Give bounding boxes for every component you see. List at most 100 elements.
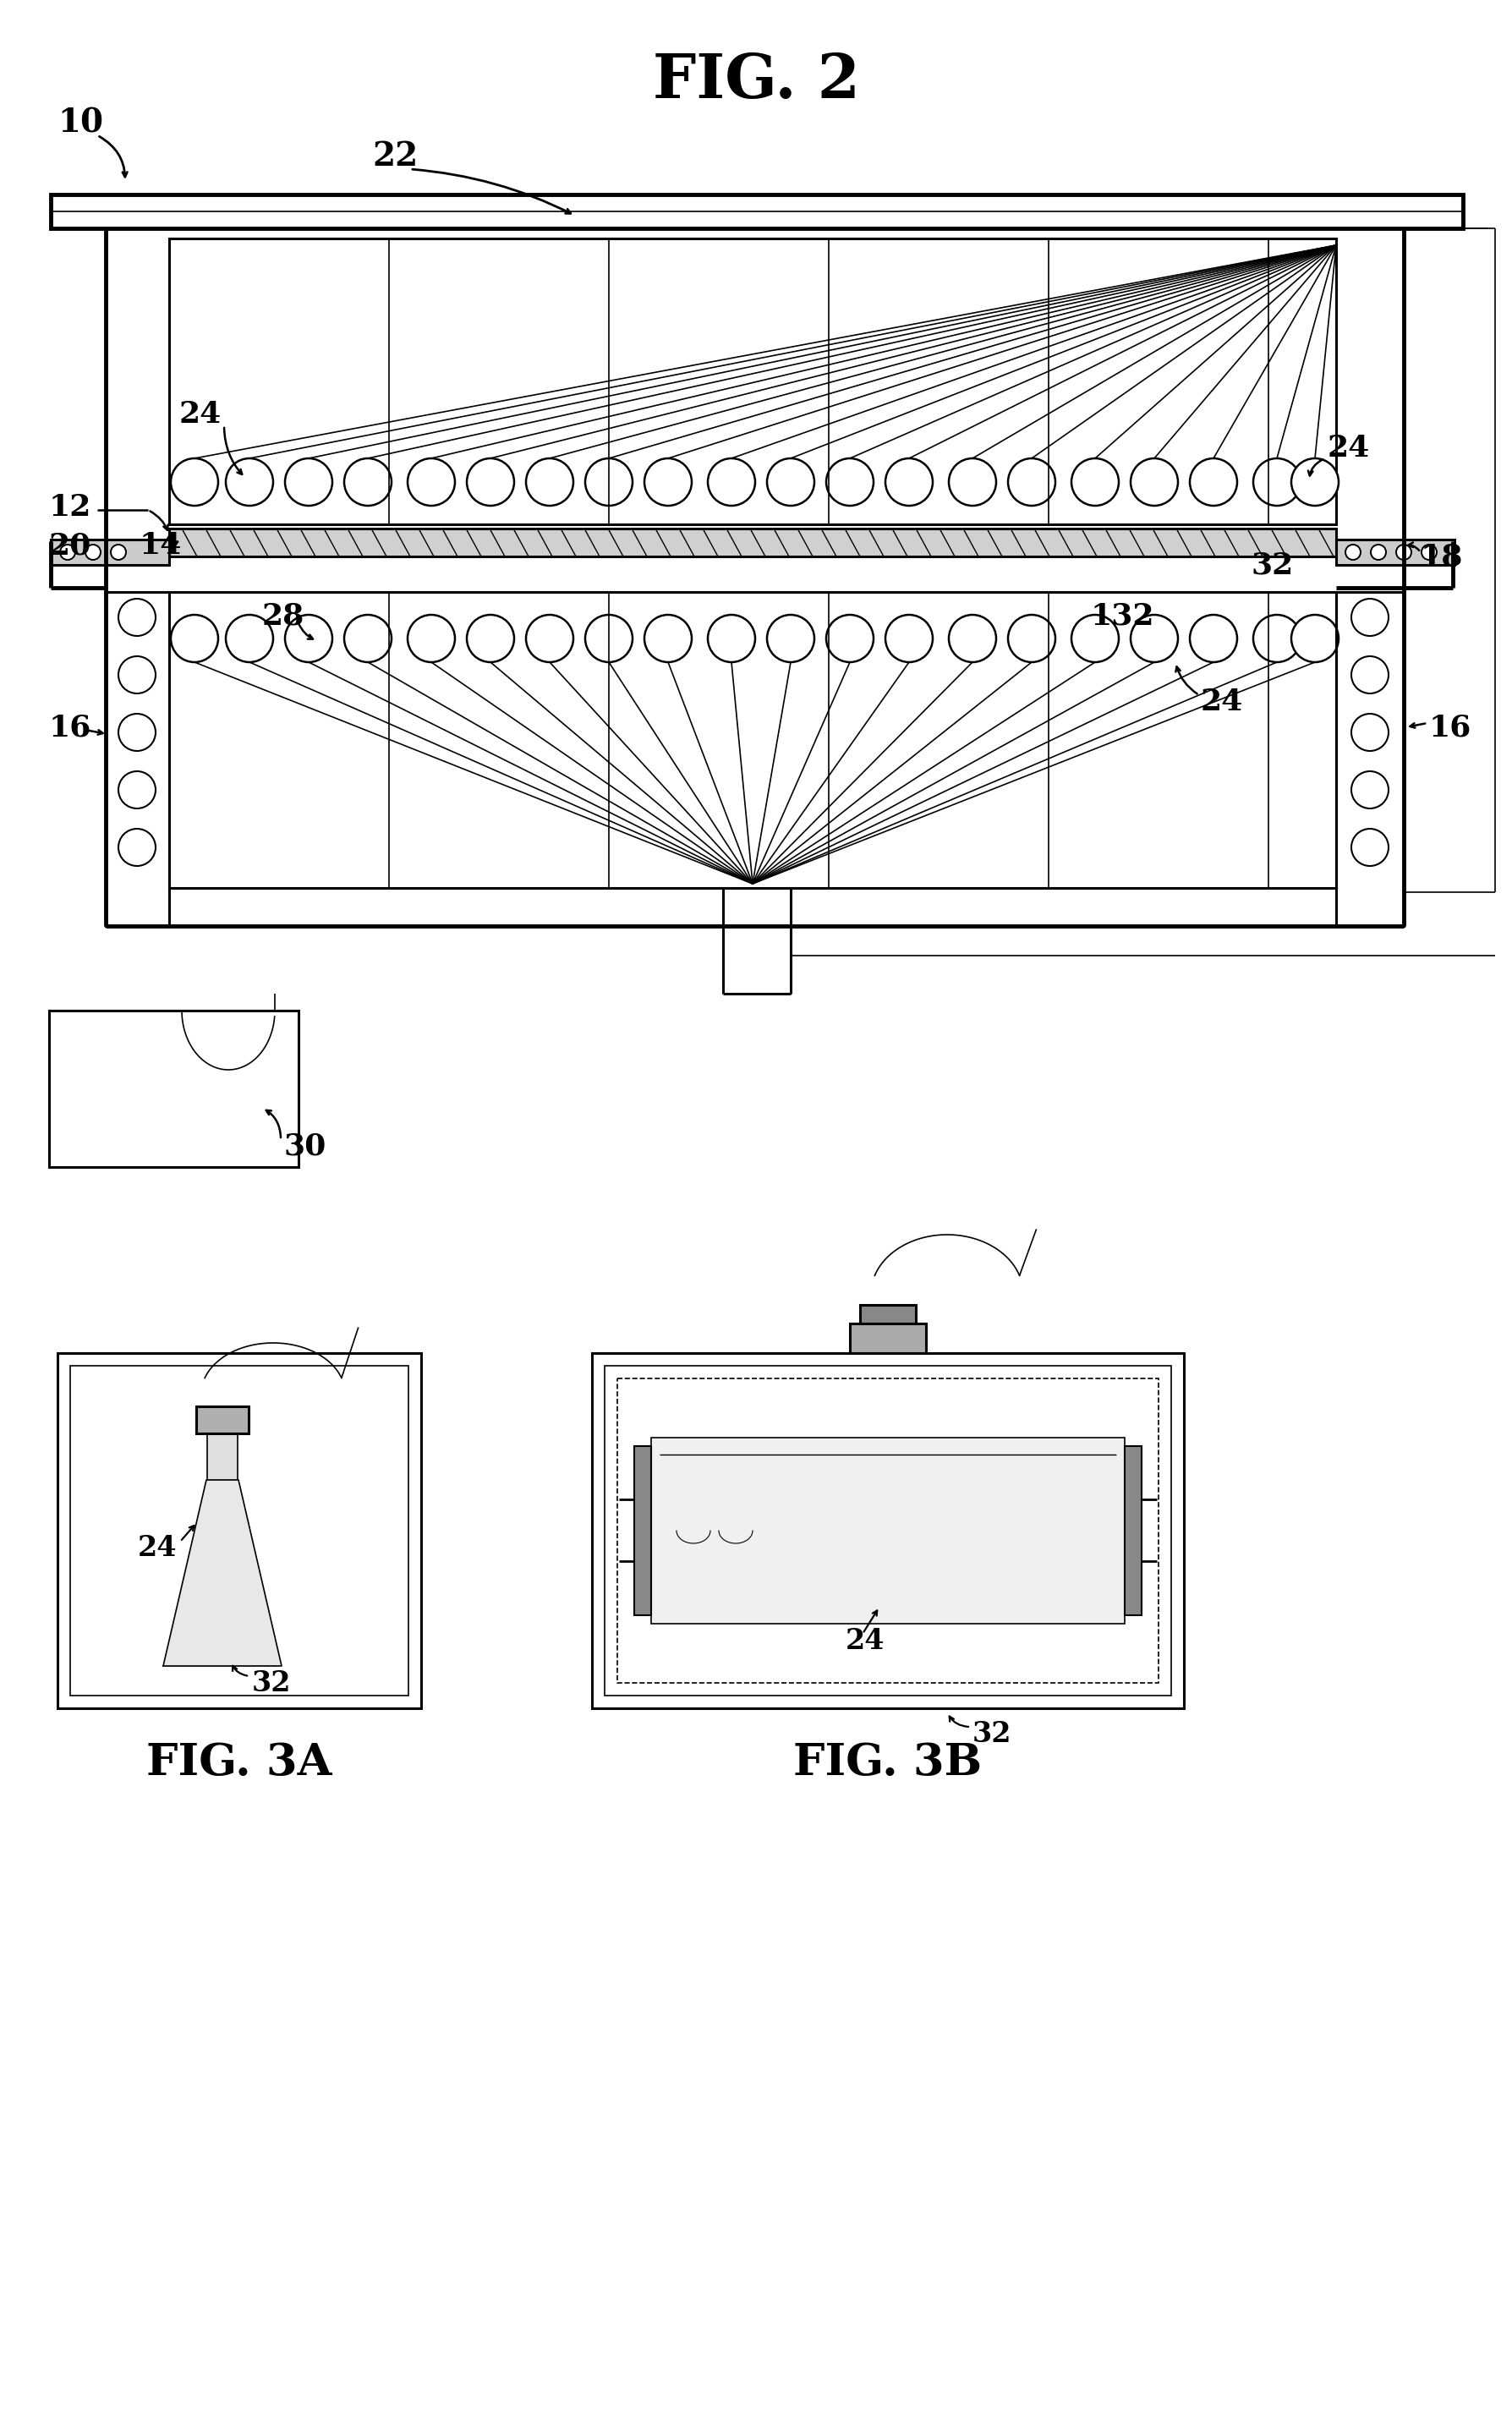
Circle shape [1190, 615, 1237, 663]
Text: 24: 24 [845, 1627, 885, 1654]
Bar [197, 1406, 248, 1435]
Text: 24: 24 [180, 400, 222, 429]
Circle shape [526, 458, 573, 506]
Circle shape [1352, 772, 1388, 808]
Text: 16: 16 [1429, 714, 1471, 743]
Circle shape [467, 615, 514, 663]
Text: 20: 20 [48, 530, 92, 559]
Circle shape [118, 714, 156, 750]
Circle shape [345, 615, 392, 663]
Circle shape [110, 545, 125, 559]
Text: 30: 30 [283, 1131, 327, 1160]
Circle shape [118, 656, 156, 694]
Text: 16: 16 [48, 714, 92, 743]
Circle shape [708, 458, 754, 506]
Text: FIG. 2: FIG. 2 [652, 51, 860, 111]
Text: 22: 22 [372, 140, 417, 174]
Circle shape [118, 772, 156, 808]
Circle shape [1009, 458, 1055, 506]
Circle shape [886, 458, 933, 506]
Bar [57, 1353, 422, 1709]
Circle shape [950, 458, 996, 506]
Text: 10: 10 [57, 106, 103, 140]
Circle shape [1352, 714, 1388, 750]
Bar [1125, 1447, 1142, 1615]
Circle shape [826, 615, 874, 663]
Circle shape [284, 458, 333, 506]
Circle shape [1291, 458, 1338, 506]
Bar [652, 1437, 1125, 1623]
Circle shape [225, 458, 274, 506]
Circle shape [886, 615, 933, 663]
Circle shape [826, 458, 874, 506]
Circle shape [526, 615, 573, 663]
Text: 18: 18 [1421, 542, 1464, 571]
Circle shape [644, 615, 691, 663]
Circle shape [85, 545, 101, 559]
Circle shape [118, 829, 156, 866]
Bar [48, 1010, 298, 1167]
Text: 32: 32 [1252, 550, 1294, 579]
Text: 132: 132 [1090, 600, 1155, 629]
Circle shape [1072, 458, 1119, 506]
Text: 24: 24 [1201, 687, 1243, 716]
Circle shape [767, 458, 815, 506]
Bar [1337, 593, 1403, 926]
Circle shape [1072, 615, 1119, 663]
Bar [169, 528, 1337, 557]
Circle shape [585, 615, 632, 663]
Circle shape [171, 615, 218, 663]
Circle shape [1352, 598, 1388, 637]
Bar [168, 1652, 277, 1666]
Circle shape [1190, 458, 1237, 506]
Circle shape [408, 615, 455, 663]
Circle shape [1131, 615, 1178, 663]
Circle shape [1253, 458, 1300, 506]
Bar [207, 1435, 237, 1480]
Text: 14: 14 [139, 530, 181, 559]
Circle shape [60, 545, 76, 559]
Bar [850, 1324, 925, 1353]
Circle shape [767, 615, 815, 663]
Circle shape [1352, 829, 1388, 866]
Circle shape [225, 615, 274, 663]
Circle shape [345, 458, 392, 506]
Text: 12: 12 [48, 492, 92, 521]
Polygon shape [163, 1480, 281, 1666]
Text: 28: 28 [262, 600, 304, 629]
Circle shape [1253, 615, 1300, 663]
Bar [106, 593, 169, 926]
Circle shape [1371, 545, 1387, 559]
Text: FIG. 3A: FIG. 3A [147, 1741, 333, 1784]
Bar [169, 593, 1337, 887]
Circle shape [1009, 615, 1055, 663]
Text: 24: 24 [1328, 434, 1370, 463]
Bar [1337, 540, 1455, 564]
Circle shape [1396, 545, 1411, 559]
Circle shape [284, 615, 333, 663]
Circle shape [1291, 615, 1338, 663]
Bar [605, 1365, 1172, 1695]
Text: FIG. 3B: FIG. 3B [794, 1741, 983, 1784]
Bar [169, 239, 1337, 523]
Circle shape [1131, 458, 1178, 506]
Circle shape [467, 458, 514, 506]
Bar [51, 540, 169, 564]
Circle shape [1421, 545, 1436, 559]
Text: 24: 24 [138, 1533, 177, 1562]
Circle shape [171, 458, 218, 506]
Text: 32: 32 [972, 1719, 1012, 1748]
Circle shape [1352, 656, 1388, 694]
Circle shape [118, 598, 156, 637]
Bar [617, 1379, 1158, 1683]
Bar [70, 1365, 408, 1695]
Circle shape [644, 458, 691, 506]
Bar [860, 1304, 916, 1324]
Circle shape [585, 458, 632, 506]
Circle shape [1346, 545, 1361, 559]
Bar [591, 1353, 1184, 1709]
Bar [51, 195, 1464, 229]
Circle shape [708, 615, 754, 663]
Circle shape [408, 458, 455, 506]
Circle shape [950, 615, 996, 663]
